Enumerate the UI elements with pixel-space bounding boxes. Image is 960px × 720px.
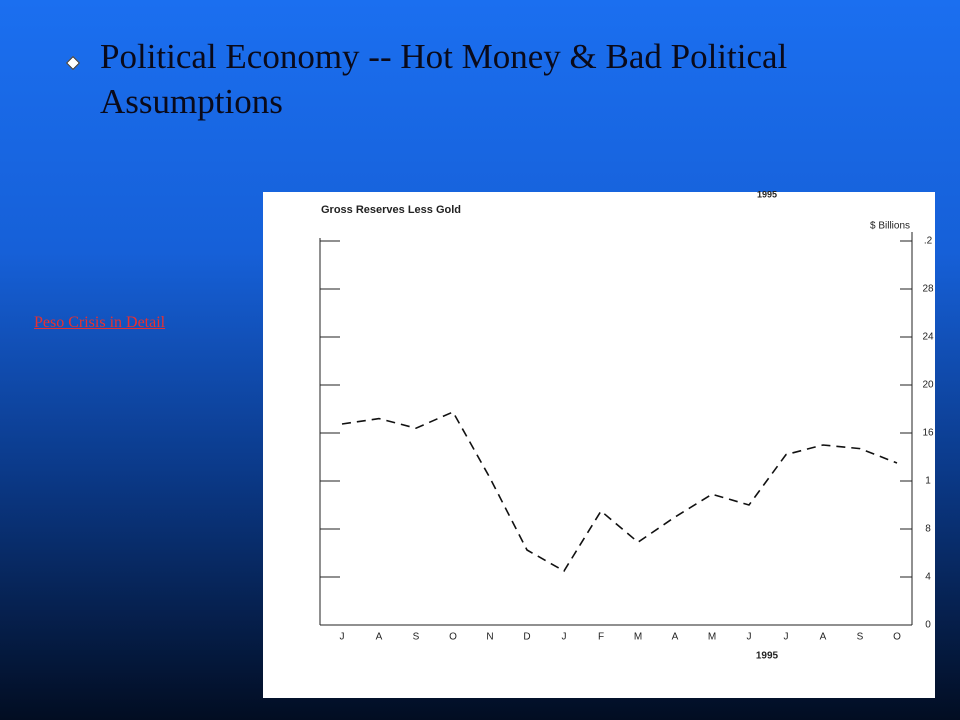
y-tick-label: 16	[922, 428, 934, 439]
x-tick-label: S	[857, 632, 864, 643]
x-tick-label: J	[562, 632, 567, 643]
annotation: 1995	[757, 189, 777, 199]
y-tick-label: 0	[925, 620, 931, 631]
y-tick-label: 8	[925, 524, 931, 535]
x-tick-label: N	[486, 632, 493, 643]
x-label: 1995	[756, 651, 779, 662]
y-unit: $ Billions	[870, 221, 910, 232]
y-tick-label: 24	[922, 332, 934, 343]
bullet-text: Political Economy -- Hot Money & Bad Pol…	[100, 37, 788, 121]
y-tick-label: .2	[924, 236, 933, 247]
x-tick-label: J	[340, 632, 345, 643]
x-tick-label: J	[747, 632, 752, 643]
x-tick-label: D	[523, 632, 530, 643]
y-tick-label: 20	[922, 380, 934, 391]
x-tick-label: A	[376, 632, 383, 643]
x-tick-label: O	[449, 632, 457, 643]
chart-background	[263, 192, 935, 698]
y-tick-label: 1	[925, 476, 931, 487]
data-line	[341, 410, 898, 573]
x-tick-label: J	[784, 632, 789, 643]
x-tick-label: M	[708, 632, 716, 643]
x-tick-label: M	[634, 632, 642, 643]
x-tick-label: A	[820, 632, 827, 643]
y-tick-label: 4	[925, 572, 931, 583]
link[interactable]: Peso Crisis in Detail	[34, 314, 166, 331]
x-tick-label: A	[672, 632, 679, 643]
y-tick-label: 28	[922, 284, 934, 295]
x-tick-label: F	[598, 632, 604, 643]
x-tick-label: S	[413, 632, 420, 643]
x-tick-label: O	[893, 632, 901, 643]
chart-title: Gross Reserves Less Gold	[321, 204, 461, 216]
